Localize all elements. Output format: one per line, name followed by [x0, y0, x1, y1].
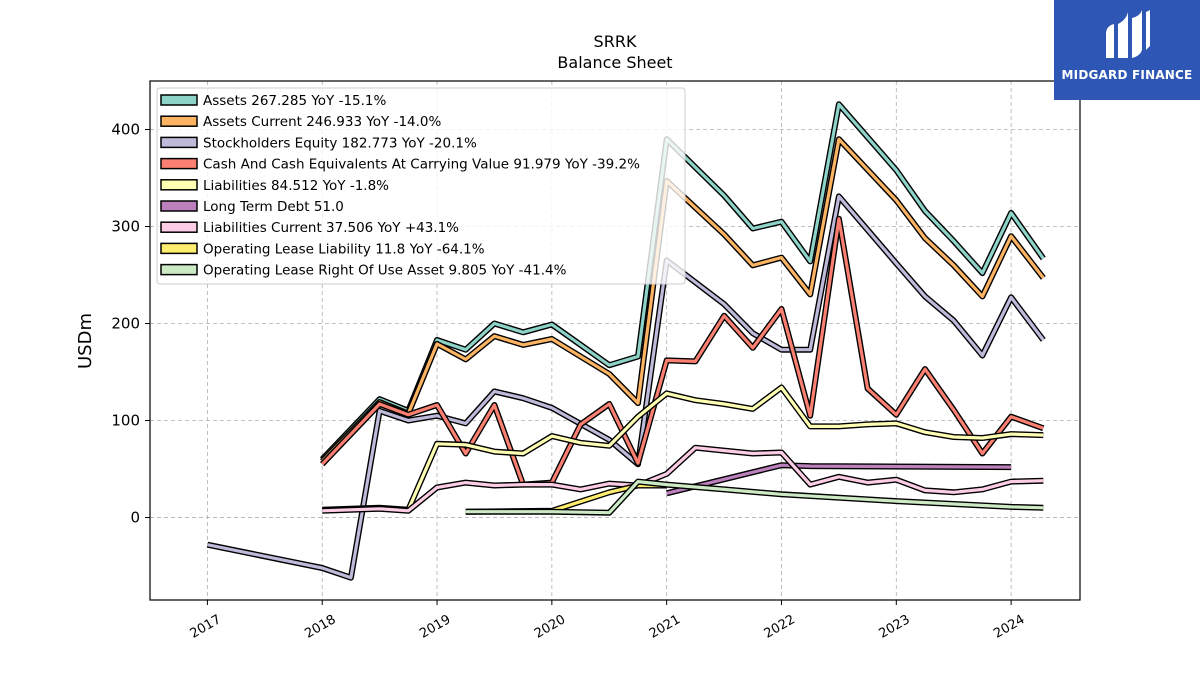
chart-title: SRRK	[594, 32, 637, 51]
legend-swatch	[160, 221, 198, 233]
y-tick-label: 200	[111, 315, 140, 333]
legend-box	[156, 87, 686, 285]
y-tick-label: 100	[111, 412, 140, 430]
x-tick-label: 2018	[302, 612, 338, 642]
x-tick-label: 2024	[991, 612, 1027, 642]
x-ticks: 2017 2018 2019 2020 2021 2022 2023 2024	[188, 600, 1027, 642]
y-tick-label: 0	[130, 509, 140, 527]
series-line	[321, 217, 1044, 487]
logo-text: MIDGARD FINANCE	[1061, 68, 1193, 82]
x-tick-label: 2017	[188, 612, 224, 642]
series-line	[207, 194, 1045, 580]
x-tick-label: 2022	[762, 612, 798, 642]
legend-label: Cash And Cash Equivalents At Carrying Va…	[203, 157, 640, 173]
legend-swatch	[160, 242, 198, 255]
legend-label: Liabilities 84.512 YoY -1.8%	[203, 178, 389, 194]
legend-label: Operating Lease Liability 11.8 YoY -64.1…	[203, 241, 485, 257]
y-tick-label: 400	[111, 121, 140, 139]
legend-swatch	[160, 200, 198, 212]
legend-swatch	[160, 179, 198, 191]
legend-swatch	[160, 115, 198, 127]
legend-swatch	[160, 263, 198, 276]
x-tick-label: 2021	[647, 612, 683, 642]
series-line	[465, 480, 1044, 515]
logo-mark-icon	[1106, 10, 1150, 58]
legend-label: Liabilities Current 37.506 YoY +43.1%	[203, 220, 459, 236]
series-line	[321, 137, 1045, 463]
legend-swatch	[160, 94, 198, 106]
series-lines	[206, 101, 1046, 581]
legend-swatch	[160, 136, 198, 149]
legend-label: Assets 267.285 YoY -15.1%	[203, 93, 387, 109]
plot-frame	[149, 80, 1081, 601]
x-tick-label: 2023	[876, 612, 912, 642]
legend: Assets 267.285 YoY -15.1% Assets Current …	[156, 87, 686, 285]
series-line	[322, 446, 1044, 513]
midgard-finance-logo: MIDGARD FINANCE	[1054, 0, 1200, 100]
legend-label: Assets Current 246.933 YoY -14.0%	[203, 114, 442, 130]
series-line	[321, 102, 1045, 461]
legend-label: Stockholders Equity 182.773 YoY -20.1%	[203, 135, 477, 151]
x-tick-label: 2020	[532, 612, 568, 642]
series-line	[322, 385, 1044, 512]
y-axis-label: USDm	[75, 313, 96, 369]
legend-label: Operating Lease Right Of Use Asset 9.805…	[203, 263, 567, 279]
x-tick-label: 2019	[417, 612, 453, 642]
y-tick-label: 300	[111, 218, 140, 236]
chart-subtitle: Balance Sheet	[557, 53, 672, 72]
y-ticks: 0 100 200 300 400	[111, 121, 150, 527]
legend-swatch	[160, 157, 198, 170]
legend-label: Long Term Debt 51.0	[203, 199, 344, 215]
